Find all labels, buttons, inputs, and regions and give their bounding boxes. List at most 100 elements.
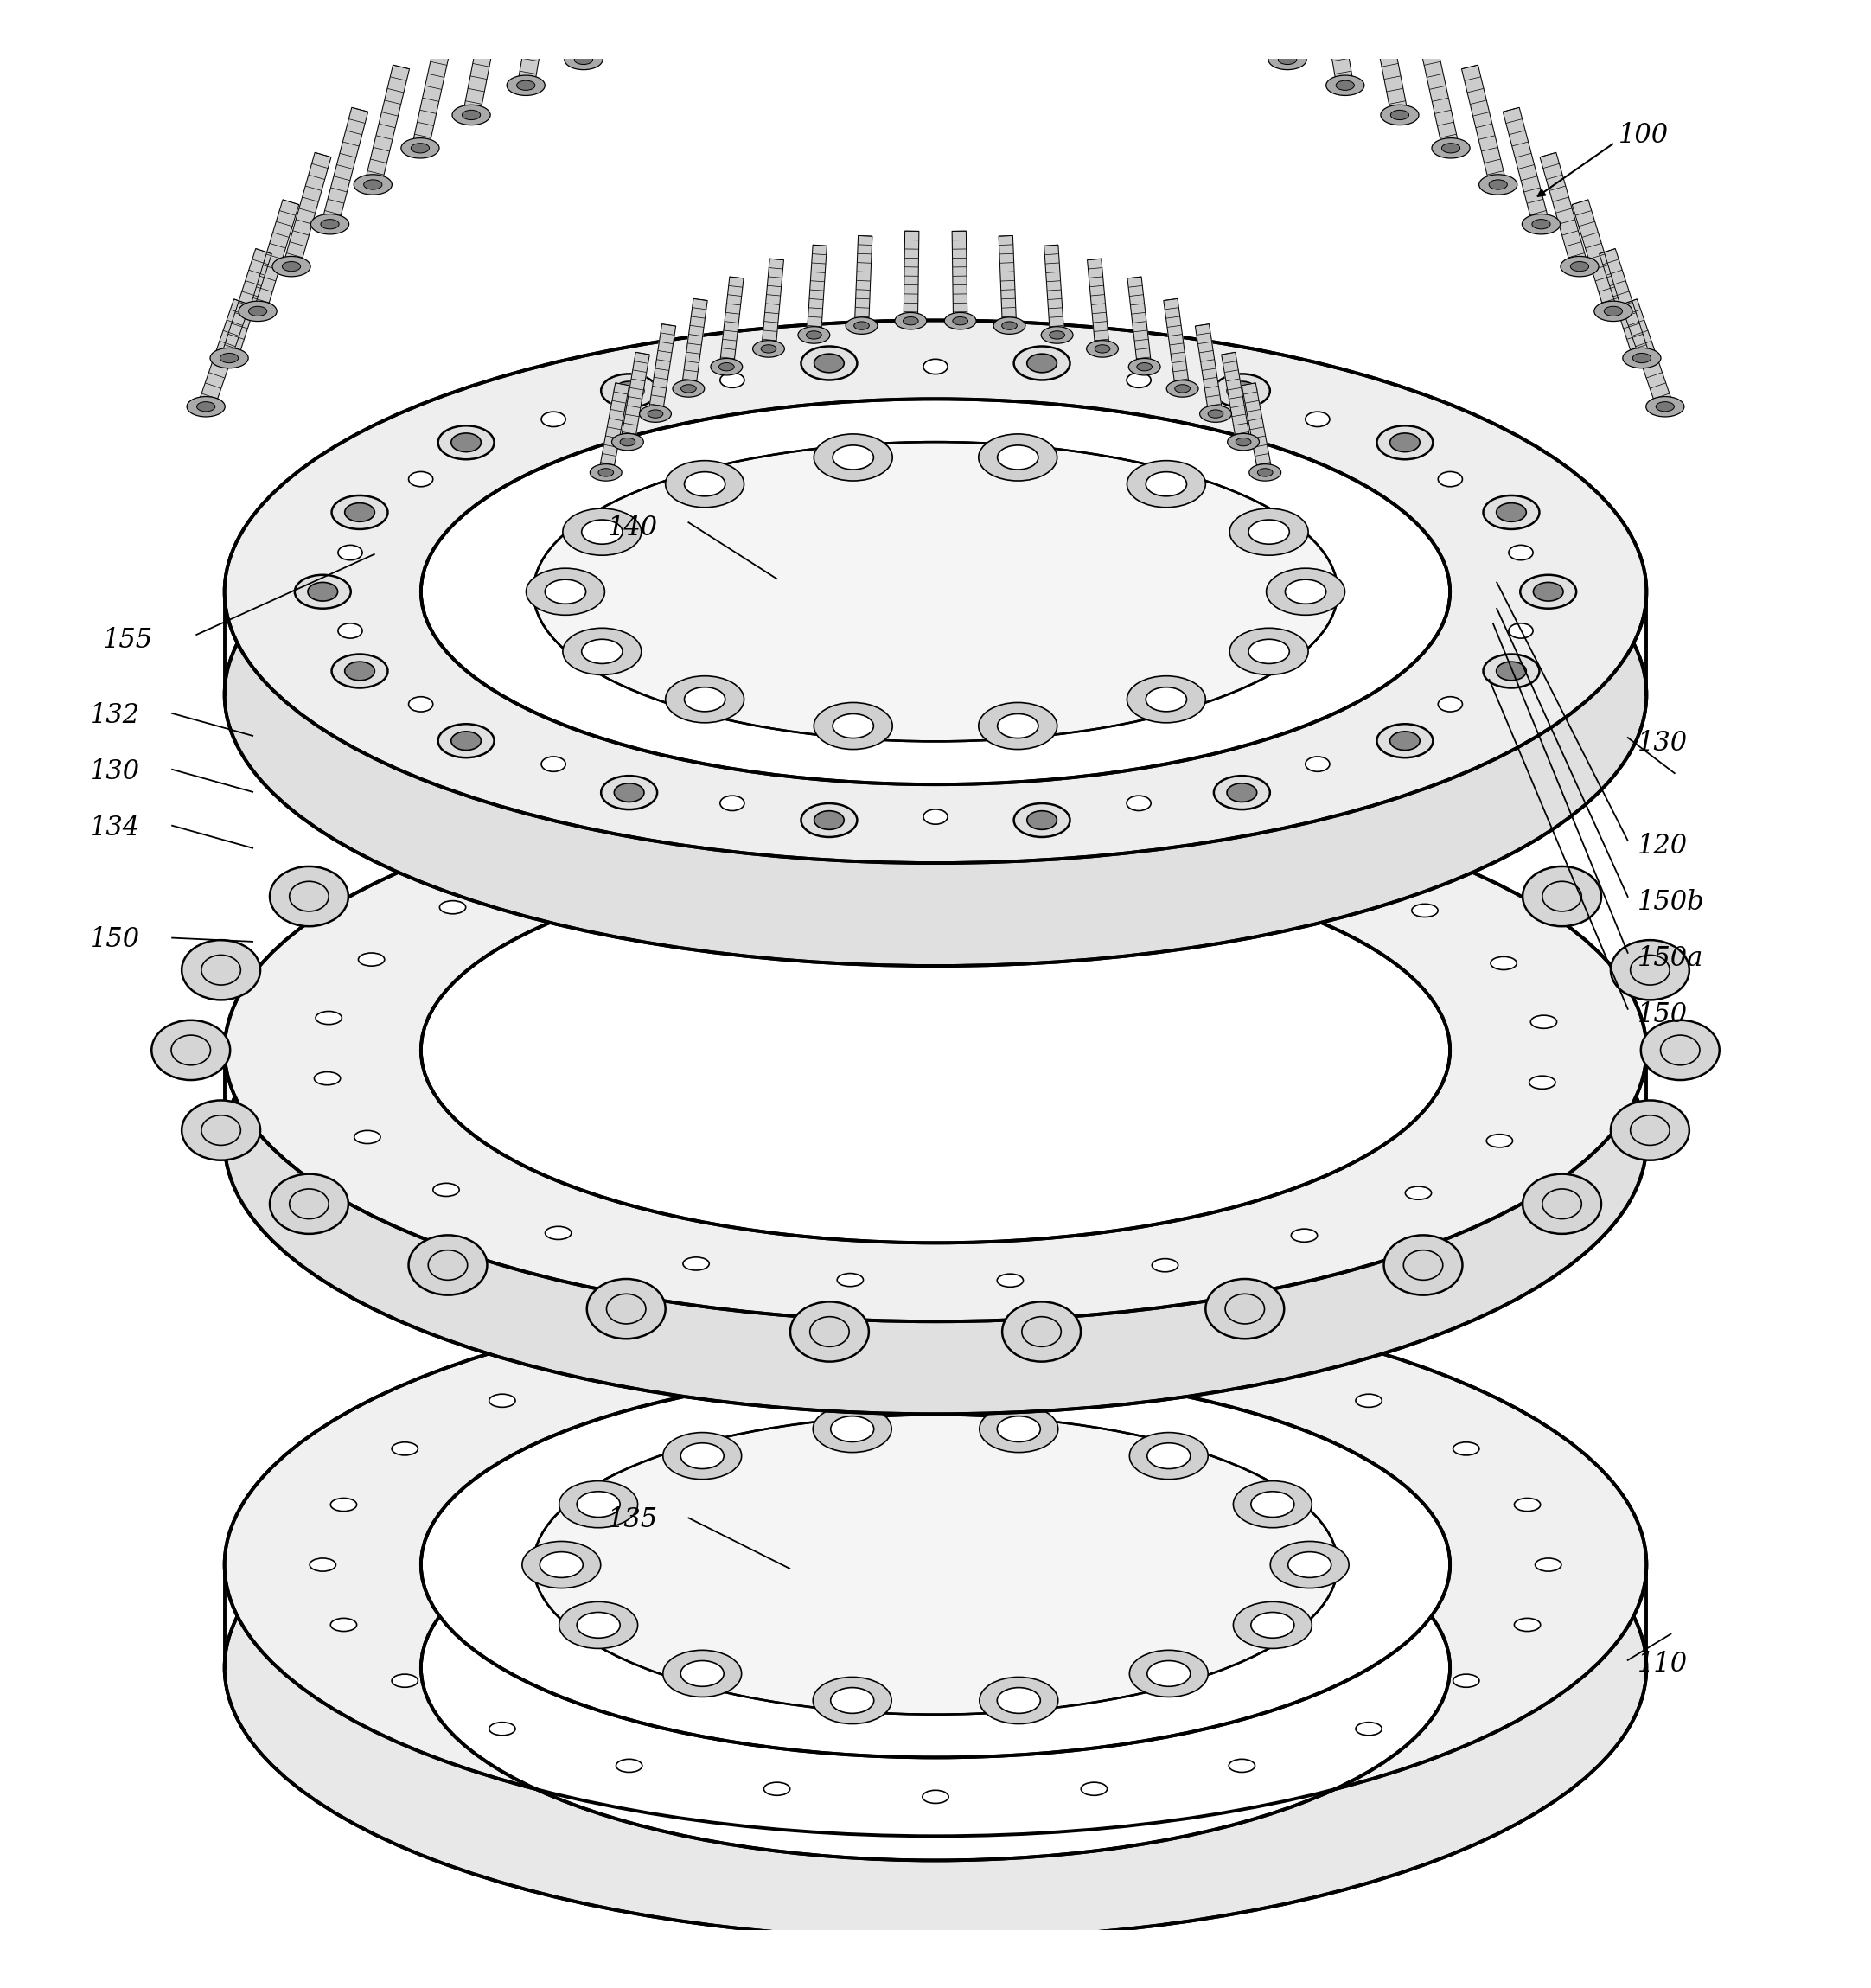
Ellipse shape: [761, 344, 776, 352]
Ellipse shape: [1145, 688, 1186, 712]
Ellipse shape: [563, 509, 642, 555]
Ellipse shape: [1162, 831, 1188, 843]
Ellipse shape: [1523, 867, 1602, 926]
Ellipse shape: [1209, 410, 1224, 417]
Ellipse shape: [685, 688, 726, 712]
Ellipse shape: [1227, 382, 1257, 400]
Polygon shape: [462, 0, 503, 117]
Ellipse shape: [462, 109, 481, 119]
Polygon shape: [1196, 324, 1222, 415]
Ellipse shape: [354, 1131, 380, 1143]
Ellipse shape: [647, 410, 662, 417]
Ellipse shape: [1491, 956, 1517, 970]
Ellipse shape: [544, 580, 586, 604]
Ellipse shape: [1497, 662, 1527, 680]
Polygon shape: [599, 384, 629, 473]
Ellipse shape: [1489, 179, 1508, 189]
Ellipse shape: [311, 215, 350, 235]
Polygon shape: [249, 199, 299, 314]
Ellipse shape: [359, 952, 385, 966]
Ellipse shape: [979, 433, 1057, 481]
Polygon shape: [322, 107, 369, 227]
Ellipse shape: [225, 423, 1646, 966]
Ellipse shape: [806, 330, 821, 340]
Ellipse shape: [526, 569, 604, 614]
Ellipse shape: [1091, 2, 1110, 12]
Ellipse shape: [152, 1020, 230, 1079]
Ellipse shape: [1534, 582, 1562, 600]
Ellipse shape: [1530, 1016, 1557, 1028]
Ellipse shape: [922, 809, 947, 825]
Ellipse shape: [681, 1660, 724, 1686]
Ellipse shape: [1594, 300, 1632, 322]
Ellipse shape: [541, 757, 565, 771]
Ellipse shape: [225, 1396, 1646, 1938]
Polygon shape: [1044, 245, 1065, 336]
Ellipse shape: [331, 1499, 357, 1511]
Ellipse shape: [1153, 1258, 1179, 1272]
Ellipse shape: [421, 1475, 1450, 1861]
Ellipse shape: [412, 143, 428, 153]
Ellipse shape: [1248, 519, 1289, 545]
Ellipse shape: [1233, 1481, 1312, 1527]
Ellipse shape: [1484, 654, 1540, 688]
Ellipse shape: [1656, 402, 1675, 412]
Ellipse shape: [1356, 1394, 1383, 1408]
Ellipse shape: [559, 1481, 638, 1527]
Ellipse shape: [1327, 76, 1364, 95]
Ellipse shape: [634, 34, 653, 42]
Text: 134: 134: [90, 815, 140, 841]
Polygon shape: [1164, 298, 1190, 390]
Ellipse shape: [1233, 1602, 1312, 1648]
Ellipse shape: [612, 433, 644, 451]
Ellipse shape: [539, 1553, 584, 1578]
Ellipse shape: [576, 1612, 619, 1638]
Ellipse shape: [1014, 803, 1070, 837]
Ellipse shape: [1484, 495, 1540, 529]
Ellipse shape: [391, 1441, 417, 1455]
Ellipse shape: [1214, 374, 1270, 408]
Polygon shape: [1540, 153, 1588, 268]
Ellipse shape: [1478, 175, 1517, 195]
Ellipse shape: [582, 519, 623, 545]
Text: 150: 150: [1637, 1002, 1688, 1028]
Ellipse shape: [599, 469, 614, 477]
Ellipse shape: [1126, 676, 1205, 724]
Ellipse shape: [833, 714, 874, 738]
Ellipse shape: [831, 1415, 874, 1441]
Ellipse shape: [1622, 348, 1661, 368]
Ellipse shape: [1156, 16, 1173, 26]
Ellipse shape: [848, 813, 874, 827]
Ellipse shape: [950, 0, 988, 4]
Text: 130: 130: [1637, 730, 1688, 757]
Ellipse shape: [273, 256, 311, 276]
Ellipse shape: [687, 10, 726, 30]
Ellipse shape: [1269, 50, 1306, 70]
Ellipse shape: [451, 433, 481, 451]
Ellipse shape: [181, 1099, 260, 1161]
Ellipse shape: [1633, 354, 1650, 364]
Ellipse shape: [1227, 433, 1259, 451]
Ellipse shape: [674, 380, 705, 398]
Ellipse shape: [1278, 56, 1297, 64]
Ellipse shape: [1040, 326, 1072, 344]
Ellipse shape: [1214, 775, 1270, 809]
Ellipse shape: [1287, 1553, 1332, 1578]
Ellipse shape: [1145, 10, 1184, 30]
Ellipse shape: [1145, 471, 1186, 497]
Ellipse shape: [711, 358, 743, 376]
Ellipse shape: [616, 1358, 642, 1370]
Ellipse shape: [625, 28, 662, 48]
Polygon shape: [1315, 0, 1353, 87]
Polygon shape: [221, 248, 271, 360]
Text: 140: 140: [608, 515, 659, 541]
Ellipse shape: [614, 783, 644, 801]
Text: 132: 132: [90, 702, 140, 730]
Ellipse shape: [752, 0, 790, 18]
Ellipse shape: [1508, 545, 1532, 561]
Ellipse shape: [1385, 805, 1463, 865]
Ellipse shape: [331, 495, 387, 529]
Ellipse shape: [814, 1678, 892, 1724]
Ellipse shape: [1300, 861, 1327, 875]
Ellipse shape: [818, 0, 855, 8]
